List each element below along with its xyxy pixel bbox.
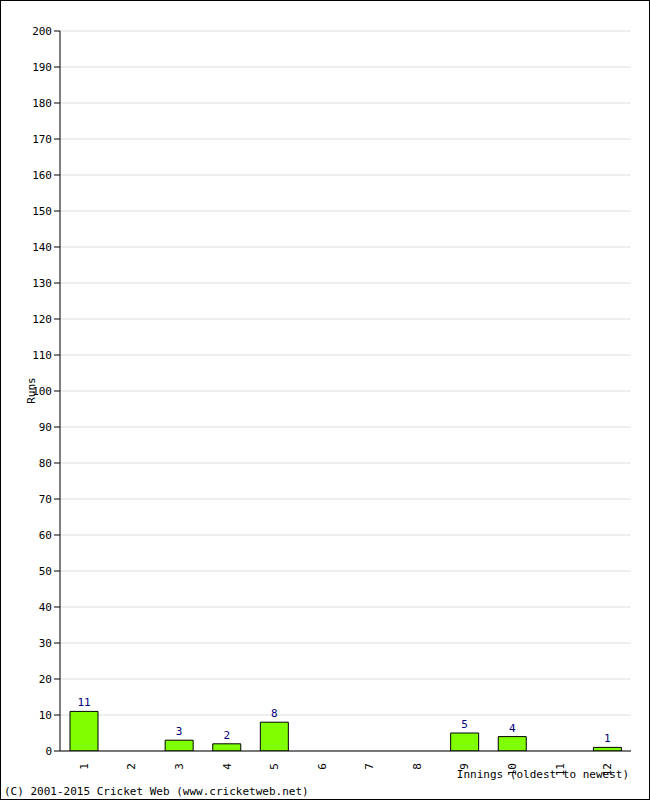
- svg-text:20: 20: [39, 673, 52, 686]
- svg-text:140: 140: [32, 241, 52, 254]
- svg-text:60: 60: [39, 529, 52, 542]
- svg-text:1: 1: [78, 763, 91, 770]
- svg-text:100: 100: [32, 384, 52, 398]
- svg-text:130: 130: [32, 277, 52, 290]
- html-text:Innings (oldest to newest): Innings (oldest to newest): [456, 768, 629, 781]
- svg-text:1: 1: [604, 732, 611, 745]
- svg-text:11: 11: [77, 696, 90, 709]
- svg-text:170: 170: [32, 133, 52, 146]
- svg-text:3: 3: [176, 725, 183, 738]
- svg-text:120: 120: [32, 313, 52, 326]
- svg-text:2: 2: [223, 729, 230, 742]
- svg-text:180: 180: [32, 97, 52, 110]
- svg-text:160: 160: [32, 169, 52, 182]
- html-text:Runs: Runs: [24, 377, 38, 404]
- svg-text:9: 9: [458, 763, 472, 770]
- svg-text:40: 40: [39, 601, 52, 614]
- svg-text:200: 200: [32, 25, 52, 38]
- svg-text:190: 190: [32, 61, 52, 74]
- svg-text:50: 50: [39, 565, 52, 578]
- svg-text:6: 6: [316, 763, 329, 770]
- svg-text:30: 30: [39, 637, 52, 650]
- svg-text:8: 8: [271, 707, 278, 720]
- svg-text:8: 8: [411, 763, 424, 770]
- svg-text:150: 150: [32, 205, 52, 218]
- svg-text:4: 4: [509, 722, 516, 735]
- svg-text:2: 2: [125, 763, 138, 770]
- svg-text:70: 70: [39, 493, 52, 506]
- svg-text:5: 5: [461, 718, 468, 731]
- svg-text:10: 10: [39, 709, 52, 722]
- svg-text:110: 110: [32, 349, 52, 362]
- svg-text:3: 3: [173, 763, 186, 770]
- svg-text:80: 80: [39, 457, 52, 470]
- svg-text:5: 5: [268, 763, 281, 770]
- svg-text:90: 90: [39, 421, 52, 434]
- svg-text:4: 4: [221, 763, 234, 770]
- html-text:(C) 2001-2015 Cricket Web (www: (C) 2001-2015 Cricket Web (www.cricketwe…: [4, 785, 309, 798]
- svg-text:7: 7: [363, 763, 376, 770]
- svg-text:0: 0: [45, 745, 52, 758]
